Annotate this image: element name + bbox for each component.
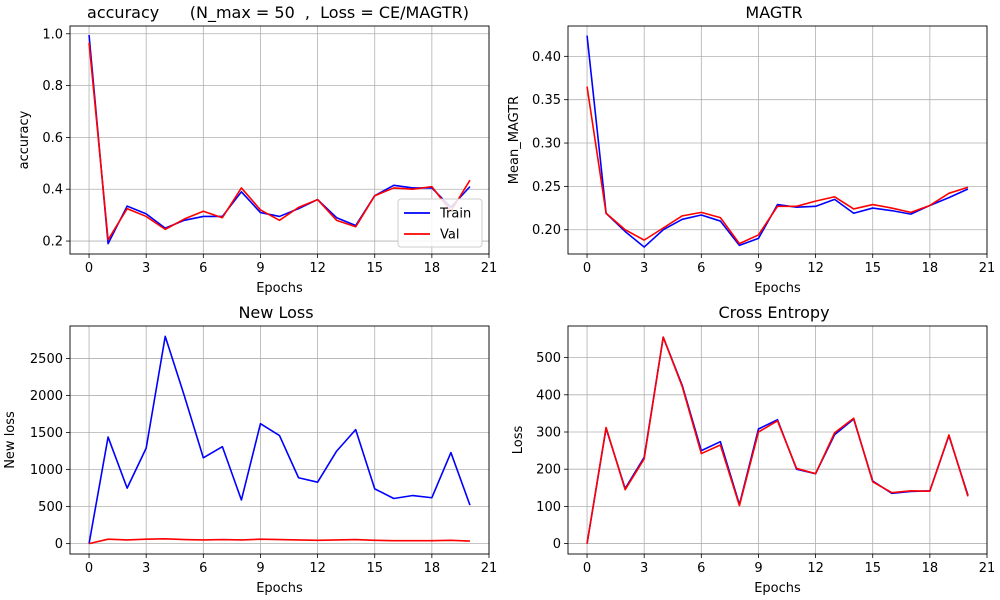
x-tick-label: 21	[481, 261, 498, 276]
y-tick-label: 400	[536, 388, 561, 403]
x-tick-label: 6	[199, 561, 207, 576]
chart-title: accuracy (N_max = 50 , Loss = CE/MAGTR)	[87, 3, 469, 23]
cross-entropy-panel: 0 3 6 9 12 15 18 21 0 100 200 300 400 500 Cross Entrop…	[511, 303, 995, 596]
x-tick-label: 12	[807, 561, 824, 576]
axes-frame	[69, 325, 490, 555]
y-axis-label: accuracy	[17, 110, 32, 169]
y-tick-label: 1000	[30, 463, 63, 478]
y-tick-label: 0	[55, 537, 63, 552]
x-tick-label: 21	[481, 561, 498, 576]
y-tick-label: 0.35	[532, 93, 561, 108]
x-tick-label: 12	[309, 561, 326, 576]
axes-frame	[69, 25, 490, 255]
y-tick-label: 0.30	[532, 137, 561, 152]
y-tick-label: 0	[553, 537, 561, 552]
x-tick-label: 6	[199, 261, 207, 276]
series-line-val	[586, 336, 969, 544]
x-axis-label: Epochs	[754, 581, 801, 596]
x-tick-label: 9	[256, 261, 264, 276]
y-tick-label: 0.2	[42, 235, 63, 250]
x-tick-label: 15	[864, 261, 881, 276]
x-tick-label: 0	[583, 561, 591, 576]
x-tick-label: 3	[640, 561, 648, 576]
x-axis-label: Epochs	[256, 581, 303, 596]
x-tick-label: 18	[424, 261, 441, 276]
x-tick-label: 21	[979, 561, 996, 576]
y-tick-label: 2500	[30, 352, 63, 367]
y-tick-label: 200	[536, 463, 561, 478]
x-tick-label: 0	[583, 261, 591, 276]
x-tick-label: 6	[697, 261, 705, 276]
x-tick-label: 0	[85, 561, 93, 576]
y-tick-label: 0.20	[532, 223, 561, 238]
y-tick-label: 500	[536, 351, 561, 366]
x-tick-label: 15	[864, 561, 881, 576]
y-tick-label: 2000	[30, 389, 63, 404]
legend-label-val: Val	[440, 228, 459, 243]
y-tick-label: 0.8	[42, 79, 63, 94]
series-line-train	[88, 34, 471, 245]
x-axis-label: Epochs	[754, 281, 801, 296]
chart-title: New Loss	[238, 303, 313, 322]
x-tick-label: 18	[922, 261, 939, 276]
x-tick-label: 21	[979, 261, 996, 276]
legend: Train Val	[397, 198, 483, 248]
y-tick-label: 0.4	[42, 183, 63, 198]
series-line-train	[586, 35, 969, 248]
y-tick-label: 0.25	[532, 180, 561, 195]
accuracy-panel: 0 3 6 9 12 15 18 21 0.2 0.4 0.6 0.8 1.0 accuracy (N_m…	[17, 3, 497, 296]
x-axis-label: Epochs	[256, 281, 303, 296]
x-tick-label: 12	[309, 261, 326, 276]
x-tick-label: 18	[922, 561, 939, 576]
y-tick-label: 1.0	[42, 27, 63, 42]
series-line-val	[586, 86, 969, 245]
y-tick-label: 100	[536, 500, 561, 515]
chart-title: MAGTR	[745, 3, 802, 22]
new-loss-panel: 0 3 6 9 12 15 18 21 0 500 1000 1500 2000 2500 New Loss…	[3, 303, 497, 596]
y-axis-label: Loss	[511, 426, 526, 455]
y-tick-label: 300	[536, 426, 561, 441]
x-tick-label: 0	[85, 261, 93, 276]
y-tick-label: 500	[38, 500, 63, 515]
x-tick-label: 3	[640, 261, 648, 276]
x-tick-label: 12	[807, 261, 824, 276]
y-axis-label: New loss	[3, 411, 18, 469]
x-tick-label: 18	[424, 561, 441, 576]
series-line-train	[88, 335, 471, 544]
y-axis-label: Mean_MAGTR	[507, 96, 522, 184]
y-tick-label: 0.40	[532, 50, 561, 65]
legend-box	[397, 198, 483, 248]
legend-label-train: Train	[439, 207, 471, 222]
y-tick-label: 1500	[30, 426, 63, 441]
series-line-val	[88, 538, 470, 545]
x-tick-label: 3	[142, 561, 150, 576]
x-tick-label: 15	[366, 261, 383, 276]
x-tick-label: 15	[366, 561, 383, 576]
x-tick-label: 9	[256, 561, 264, 576]
series-line-val	[88, 42, 471, 241]
x-tick-label: 9	[754, 261, 762, 276]
axes-frame	[567, 325, 988, 555]
axes-frame	[567, 25, 988, 255]
x-tick-label: 3	[142, 261, 150, 276]
y-tick-label: 0.6	[42, 131, 63, 146]
x-tick-label: 9	[754, 561, 762, 576]
magtr-panel: 0 3 6 9 12 15 18 21 0.20 0.25 0.30 0.35 0.40 MAGTR Epo…	[507, 3, 995, 296]
x-tick-label: 6	[697, 561, 705, 576]
chart-title: Cross Entropy	[718, 303, 829, 322]
